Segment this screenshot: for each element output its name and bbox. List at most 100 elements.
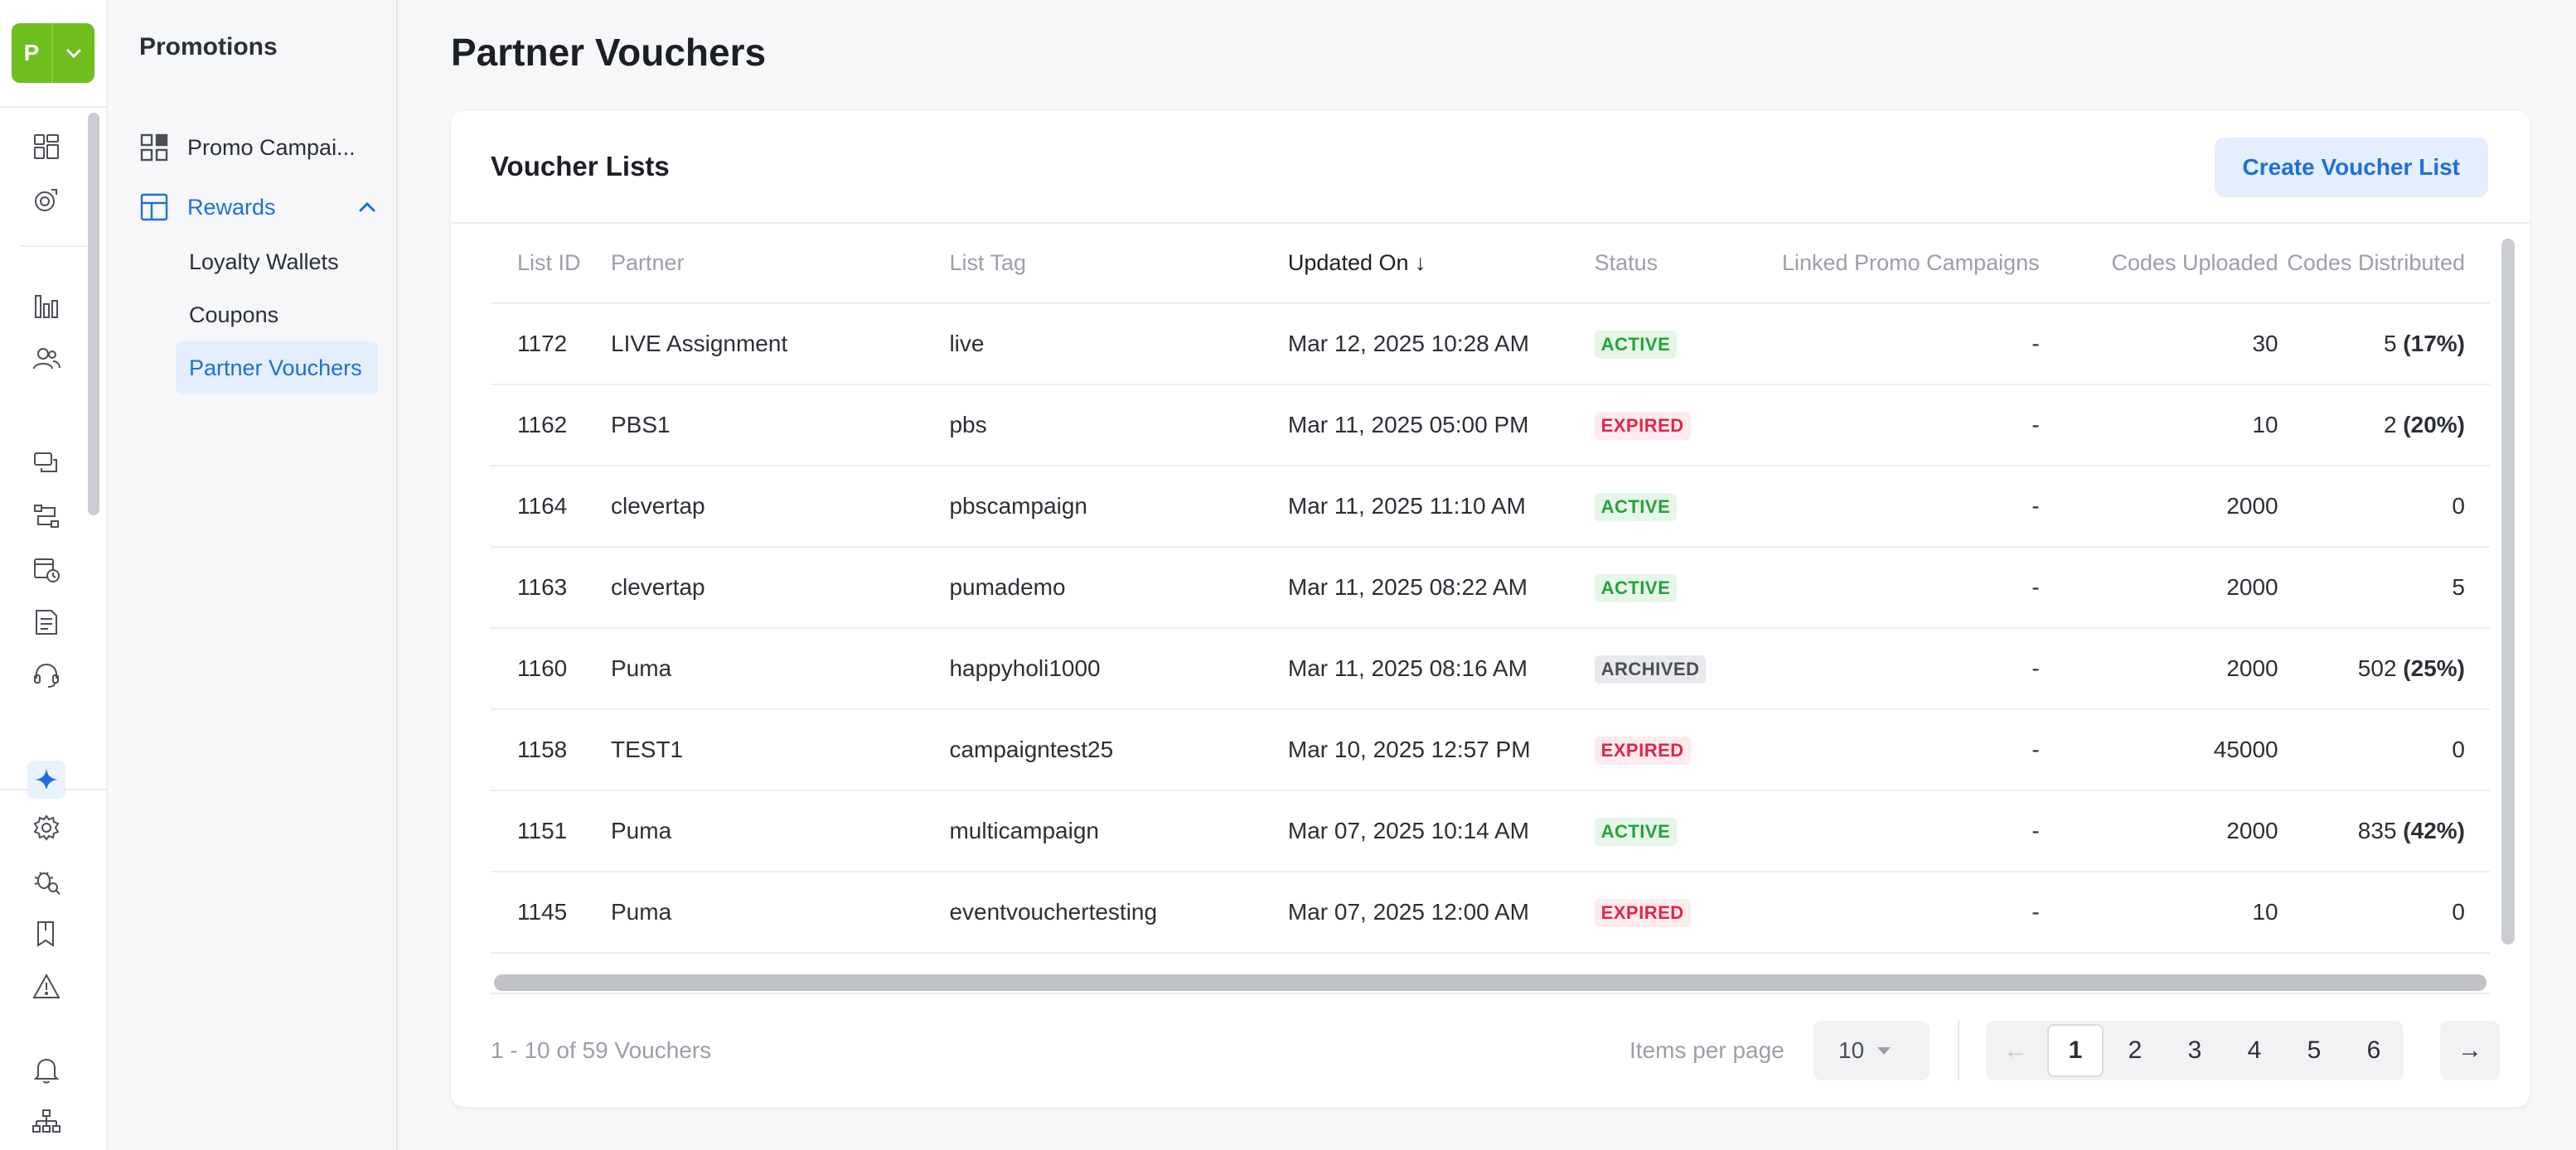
cell-list-id: 1160	[491, 628, 611, 710]
rail-divider	[0, 106, 108, 108]
cell-partner: TEST1	[611, 709, 950, 791]
table-row[interactable]: 1162 PBS1 pbs Mar 11, 2025 05:00 PM EXPIRED -…	[491, 384, 2490, 466]
items-per-page-select[interactable]: 10	[1813, 1021, 1930, 1080]
cell-codes-uploaded: 10	[2039, 384, 2278, 466]
cell-list-id: 1164	[491, 466, 611, 548]
status-badge: EXPIRED	[1594, 411, 1691, 440]
cell-codes-uploaded: 45000	[2039, 709, 2278, 791]
bookmark-icon[interactable]	[27, 915, 65, 953]
distributed-count: 2	[2383, 412, 2397, 437]
page-4-button[interactable]: 4	[2247, 1036, 2262, 1064]
table-vertical-scrollbar[interactable]	[2501, 239, 2515, 945]
cell-linked-promo-campaigns: -	[1763, 628, 2040, 710]
users-icon[interactable]	[27, 340, 65, 378]
items-per-page-value: 10	[1838, 1037, 1865, 1063]
page-6-button[interactable]: 6	[2366, 1036, 2381, 1064]
column-header-partner[interactable]: Partner	[611, 224, 950, 304]
bell-icon[interactable]	[27, 1051, 65, 1089]
table-horizontal-scrollbar[interactable]	[494, 974, 2486, 991]
rail-divider	[0, 789, 108, 790]
cell-updated-on: Mar 11, 2025 08:22 AM	[1287, 547, 1595, 629]
cell-list-tag: pbscampaign	[949, 466, 1288, 548]
previous-page-button[interactable]: ←	[2003, 1036, 2028, 1064]
table-row[interactable]: 1163 clevertap pumademo Mar 11, 2025 08:22 …	[491, 547, 2490, 629]
cell-list-tag: pumademo	[949, 547, 1288, 629]
sidebar-item-partner-vouchers[interactable]: Partner Vouchers	[176, 341, 378, 394]
cell-updated-on: Mar 12, 2025 10:28 AM	[1287, 303, 1595, 385]
table-row[interactable]: 1158 TEST1 campaigntest25 Mar 10, 2025 12:5…	[491, 709, 2490, 791]
voucher-table-container: List ID Partner List Tag Updated On ↓ St…	[491, 224, 2490, 1052]
journeys-icon[interactable]	[27, 497, 65, 535]
column-header-status[interactable]: Status	[1594, 224, 1764, 304]
distributed-count: 502	[2357, 655, 2397, 681]
caret-down-icon	[1877, 1046, 1891, 1055]
campaign-history-icon[interactable]	[27, 550, 65, 588]
create-voucher-list-button[interactable]: Create Voucher List	[2214, 138, 2488, 197]
promotions-sidebar: Promotions Promo Campai... Rewards Loyal…	[108, 0, 398, 1150]
cell-list-id: 1151	[491, 790, 611, 872]
status-badge: ARCHIVED	[1594, 655, 1707, 684]
sidebar-item-coupons[interactable]: Coupons	[189, 302, 279, 327]
analytics-icon[interactable]	[27, 287, 65, 325]
distributed-count: 0	[2452, 493, 2465, 519]
support-icon[interactable]	[27, 656, 65, 694]
page-1-button[interactable]: 1	[2047, 1024, 2104, 1077]
cell-status: ACTIVE	[1594, 790, 1764, 872]
page-2-button[interactable]: 2	[2128, 1036, 2143, 1064]
status-badge: ACTIVE	[1594, 330, 1678, 359]
table-header-row: List ID Partner List Tag Updated On ↓ St…	[491, 224, 2490, 304]
column-header-updated-on[interactable]: Updated On ↓	[1287, 224, 1595, 304]
settings-icon[interactable]	[27, 809, 65, 847]
dashboard-icon[interactable]	[27, 128, 65, 166]
catalog-icon[interactable]	[27, 603, 65, 641]
cell-codes-distributed: 5 (17%)	[2278, 303, 2490, 385]
cell-partner: Puma	[611, 628, 950, 710]
sidebar-item-loyalty-wallets[interactable]: Loyalty Wallets	[189, 249, 339, 274]
chevron-up-icon[interactable]	[356, 196, 378, 218]
page-5-button[interactable]: 5	[2307, 1036, 2322, 1064]
workspace-switcher[interactable]: P	[12, 23, 94, 83]
debug-icon[interactable]	[27, 862, 65, 900]
cell-codes-distributed: 0	[2278, 466, 2490, 548]
pagination-divider	[1958, 1021, 1959, 1080]
table-row[interactable]: 1160 Puma happyholi1000 Mar 11, 2025 08:16 …	[491, 628, 2490, 710]
distributed-count: 0	[2452, 737, 2465, 762]
rail-scrollbar[interactable]	[88, 113, 99, 515]
alert-icon[interactable]	[27, 968, 65, 1006]
sparkle-icon[interactable]	[27, 761, 65, 799]
table-row[interactable]: 1145 Puma eventvouchertesting Mar 07, 2025 …	[491, 872, 2490, 954]
cell-updated-on: Mar 11, 2025 08:16 AM	[1287, 628, 1595, 710]
cell-linked-promo-campaigns: -	[1763, 384, 2040, 466]
column-header-linked-promo-campaigns[interactable]: Linked Promo Campaigns	[1763, 224, 2040, 304]
status-badge: ACTIVE	[1594, 492, 1678, 521]
segments-icon[interactable]	[27, 181, 65, 219]
layout-icon	[138, 191, 171, 224]
table-row[interactable]: 1172 LIVE Assignment live Mar 12, 2025 10:2…	[491, 303, 2490, 385]
cell-status: ACTIVE	[1594, 303, 1764, 385]
distributed-percent: (20%)	[2403, 412, 2465, 437]
column-header-list-id[interactable]: List ID	[491, 224, 611, 304]
cell-partner: clevertap	[611, 466, 950, 548]
table-row[interactable]: 1164 clevertap pbscampaign Mar 11, 2025 11:…	[491, 466, 2490, 548]
cell-list-id: 1162	[491, 384, 611, 466]
cell-partner: Puma	[611, 872, 950, 954]
org-icon[interactable]	[27, 1104, 65, 1142]
sidebar-item-promo-campaigns[interactable]: Promo Campai...	[138, 131, 356, 164]
cell-list-tag: happyholi1000	[949, 628, 1288, 710]
table-row[interactable]: 1151 Puma multicampaign Mar 07, 2025 10:14 …	[491, 790, 2490, 872]
sort-desc-icon: ↓	[1415, 250, 1426, 275]
status-badge: ACTIVE	[1594, 573, 1678, 602]
distributed-count: 5	[2452, 574, 2465, 600]
distributed-percent: (25%)	[2403, 655, 2465, 681]
items-per-page-label: Items per page	[1629, 1037, 1784, 1063]
next-page-button[interactable]: →	[2440, 1021, 2500, 1080]
sidebar-item-rewards[interactable]: Rewards	[138, 191, 378, 224]
cell-status: EXPIRED	[1594, 872, 1764, 954]
cell-codes-distributed: 502 (25%)	[2278, 628, 2490, 710]
messages-icon[interactable]	[27, 444, 65, 482]
column-header-list-tag[interactable]: List Tag	[949, 224, 1288, 304]
column-header-codes-uploaded[interactable]: Codes Uploaded	[2039, 224, 2278, 304]
page-3-button[interactable]: 3	[2187, 1036, 2202, 1064]
sidebar-title: Promotions	[139, 33, 278, 60]
column-header-codes-distributed[interactable]: Codes Distributed	[2278, 224, 2490, 304]
